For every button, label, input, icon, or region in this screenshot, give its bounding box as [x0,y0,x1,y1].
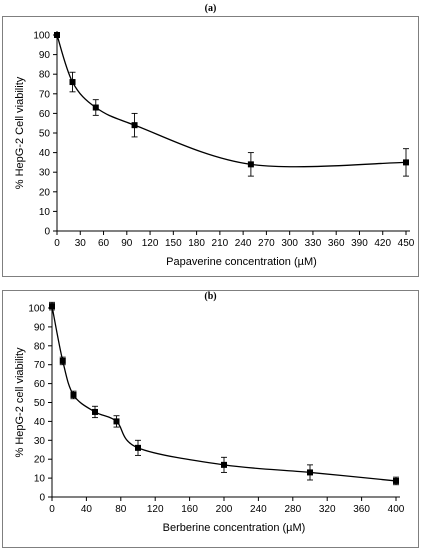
y-tick-label: 20 [39,187,51,198]
y-tick-label: 10 [34,474,46,485]
panel-label-a: (a) [204,3,217,14]
chart-b: 0 10 20 30 40 50 60 70 80 90 100 0 40 80 120 160 200 240 2… [14,301,405,534]
series-line [56,34,407,168]
y-axis-title: % HepG-2 cell viability [14,347,26,458]
x-tick-label: 240 [250,504,267,515]
data-point [70,391,77,398]
x-tick-label: 330 [305,238,322,249]
x-tick-label: 90 [121,238,133,249]
x-tick-label: 400 [388,504,405,515]
data-point [92,104,99,111]
y-tick-label: 30 [39,168,51,179]
x-tick-label: 0 [49,504,55,515]
data-point [221,461,227,468]
y-tick-label: 40 [39,148,51,159]
x-tick-label: 40 [81,504,93,515]
y-tick-label: 50 [34,398,46,409]
x-tick-label: 80 [115,504,127,515]
x-tick-label: 240 [235,238,252,249]
x-tick-label: 120 [142,238,159,249]
y-tick-label: 30 [34,436,46,447]
y-axis-title: % HepG-2 Cell viability [14,76,26,189]
data-point [92,408,98,415]
x-tick-label: 210 [212,238,229,249]
x-tick-label: 0 [54,238,60,249]
data-point [131,122,138,129]
x-tick-label: 150 [165,238,182,249]
y-tick-label: 0 [44,227,50,238]
x-tick-label: 280 [284,504,301,515]
y-tick-label: 70 [39,89,51,100]
y-tick-label: 50 [39,129,51,140]
x-tick-label: 320 [319,504,336,515]
x-tick-label: 390 [351,238,368,249]
chart-frame-a: 0 10 20 30 40 50 60 70 80 90 100 0 30 60 90 120 150 180 21… [2,16,419,277]
y-tick-label: 70 [34,360,46,371]
data-point [135,444,141,451]
x-tick-label: 300 [281,238,298,249]
data-point [113,418,120,425]
data-point [54,32,60,38]
y-tick-label: 100 [33,31,50,42]
y-tick-label: 80 [39,70,51,81]
data-point [307,469,313,476]
data-point [247,161,254,168]
x-axis-title: Papaverine concentration (µM) [166,256,317,268]
y-tick-label: 60 [39,109,51,120]
y-tick-label: 80 [34,341,46,352]
x-tick-label: 160 [181,504,198,515]
x-tick-label: 200 [216,504,233,515]
y-tick-label: 100 [28,304,45,315]
y-tick-label: 60 [34,379,46,390]
x-tick-label: 120 [147,504,164,515]
x-tick-label: 420 [374,238,391,249]
y-tick-label: 90 [34,322,46,333]
chart-a: 0 10 20 30 40 50 60 70 80 90 100 0 30 60 90 120 150 180 21… [14,31,415,269]
data-point [393,477,399,484]
x-tick-label: 180 [188,238,205,249]
data-point [49,303,55,310]
y-tick-label: 90 [39,50,51,61]
x-tick-label: 270 [258,238,275,249]
x-tick-label: 30 [75,238,87,249]
x-tick-label: 60 [98,238,110,249]
x-axis-title: Berberine concentration (µM) [163,522,306,534]
series-line [51,305,397,482]
data-point [69,79,76,86]
y-tick-label: 0 [39,493,45,504]
y-tick-label: 10 [39,207,51,218]
x-tick-label: 360 [353,504,370,515]
x-tick-label: 360 [328,238,345,249]
chart-frame-b: 0 10 20 30 40 50 60 70 80 90 100 0 40 80 120 160 200 240 2… [2,290,419,548]
data-point [403,159,409,166]
y-tick-label: 20 [34,455,46,466]
panel-label-b: (b) [204,291,217,302]
x-tick-label: 450 [398,238,415,249]
y-tick-label: 40 [34,417,46,428]
data-point [59,357,66,364]
